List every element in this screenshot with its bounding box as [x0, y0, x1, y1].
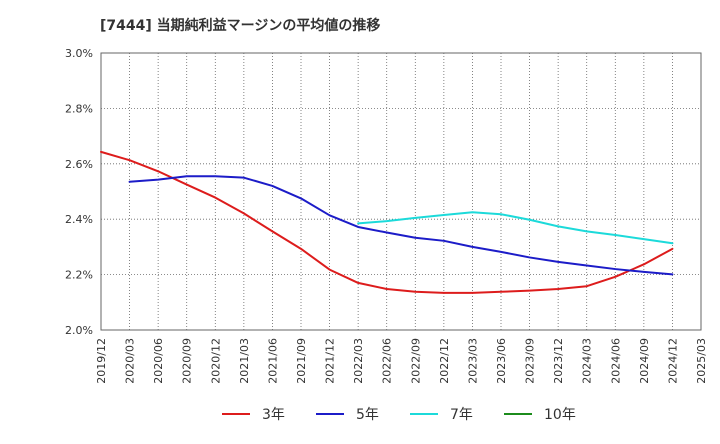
y-tick-label: 2.6% — [65, 158, 93, 171]
x-tick-label: 2024/06 — [609, 338, 622, 384]
x-tick-label: 2025/03 — [695, 338, 708, 384]
x-tick-label: 2021/06 — [266, 338, 279, 384]
legend-label: 10年 — [544, 407, 576, 423]
chart-title: [7444] 当期純利益マージンの平均値の推移 — [100, 17, 380, 34]
x-tick-label: 2024/03 — [581, 338, 594, 384]
x-tick-label: 2023/06 — [495, 338, 508, 384]
y-tick-label: 3.0% — [65, 47, 93, 60]
x-tick-label: 2020/12 — [209, 338, 222, 384]
plot-area — [101, 53, 701, 330]
x-tick-label: 2020/06 — [152, 338, 165, 384]
x-tick-label: 2021/03 — [238, 338, 251, 384]
x-tick-label: 2024/09 — [638, 338, 651, 384]
x-tick-label: 2023/09 — [524, 338, 537, 384]
plot-border — [100, 52, 702, 331]
x-tick-label: 2019/12 — [95, 338, 108, 384]
legend: 3年 5年 7年 10年 — [222, 407, 576, 423]
y-tick-label: 2.4% — [65, 213, 93, 226]
x-tick-label: 2022/12 — [438, 338, 451, 384]
axis-layer: 3.0% 2.8% 2.6% 2.4% 2.2% 2.0%2019/12 2020/03 20… — [65, 47, 708, 384]
x-tick-label: 2024/12 — [666, 338, 679, 384]
y-tick-label: 2.0% — [65, 324, 93, 337]
x-tick-label: 2021/09 — [295, 338, 308, 384]
y-tick-label: 2.8% — [65, 102, 93, 115]
legend-label: 5年 — [356, 407, 379, 423]
grid-layer — [100, 52, 702, 331]
y-tick-label: 2.2% — [65, 269, 93, 282]
legend-label: 7年 — [450, 407, 473, 423]
x-tick-label: 2023/03 — [466, 338, 479, 384]
series-line — [100, 150, 674, 294]
x-tick-label: 2022/03 — [352, 338, 365, 384]
x-tick-label: 2023/12 — [552, 338, 565, 384]
x-tick-label: 2022/09 — [409, 338, 422, 384]
x-tick-label: 2020/03 — [124, 338, 137, 384]
series-line — [128, 175, 674, 276]
series-line — [357, 211, 674, 245]
series-layer — [100, 150, 674, 294]
x-tick-label: 2022/06 — [381, 338, 394, 384]
x-tick-label: 2021/12 — [324, 338, 337, 384]
legend-label: 3年 — [262, 407, 285, 423]
x-tick-label: 2020/09 — [181, 338, 194, 384]
